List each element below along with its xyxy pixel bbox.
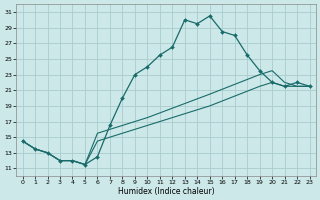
X-axis label: Humidex (Indice chaleur): Humidex (Indice chaleur) xyxy=(118,187,214,196)
